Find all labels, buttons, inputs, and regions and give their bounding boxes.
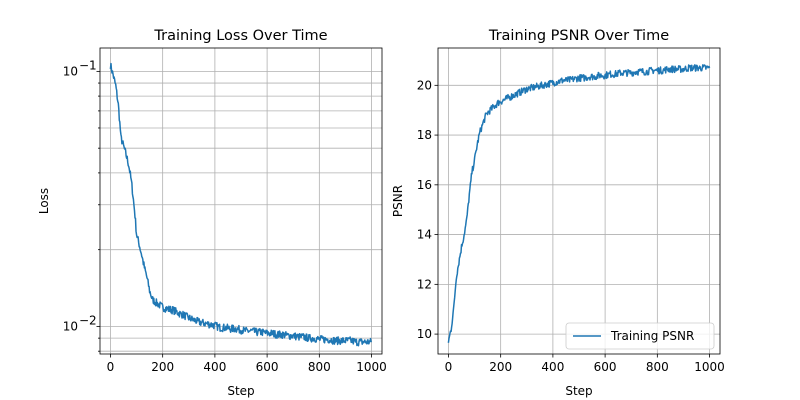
psnr-x-tick-label: 1000: [694, 360, 725, 374]
loss-series-line-0: [109, 62, 373, 347]
psnr-x-tick-label: 400: [541, 360, 564, 374]
loss-y-tick-label: 10: [63, 64, 78, 78]
psnr-x-tick-label: 800: [646, 360, 669, 374]
loss-x-tick-label: 1000: [356, 360, 387, 374]
psnr-subplot: 0 200 400 600 800 1000 10 12 14 16 18 20 Training P…: [391, 28, 725, 398]
psnr-legend: Training PSNR: [565, 322, 715, 350]
psnr-series-layer: [447, 64, 711, 343]
loss-y-tick-label: 10: [63, 319, 78, 333]
psnr-y-tick-label: 10: [417, 327, 432, 341]
psnr-x-tick-label: 200: [489, 360, 512, 374]
loss-series-layer: [109, 62, 373, 347]
psnr-y-tick-label: 20: [417, 78, 432, 92]
psnr-x-tick-label: 0: [445, 360, 453, 374]
loss-x-tick-label: 800: [308, 360, 331, 374]
psnr-y-tick-label: 18: [417, 128, 432, 142]
loss-y-tick-exponent: −1: [79, 58, 97, 72]
loss-x-axis-label: Step: [227, 384, 254, 398]
legend-label-training-psnr: Training PSNR: [610, 329, 694, 343]
psnr-y-axis-label: PSNR: [391, 185, 405, 217]
psnr-y-tick-label: 14: [417, 228, 432, 242]
psnr-y-tick-label: 12: [417, 277, 432, 291]
loss-grid: [100, 48, 382, 354]
legend-frame: [565, 322, 715, 350]
loss-x-tick-label: 200: [151, 360, 174, 374]
psnr-x-tick-label: 600: [594, 360, 617, 374]
psnr-ticks: 0 200 400 600 800 1000 10 12 14 16 18 20: [417, 78, 725, 374]
loss-x-tick-label: 0: [107, 360, 115, 374]
loss-plot-frame: [99, 47, 383, 355]
psnr-grid: [438, 48, 720, 354]
psnr-chart-title: Training PSNR Over Time: [488, 28, 669, 44]
loss-y-axis-label: Loss: [37, 188, 51, 214]
loss-x-tick-label: 600: [256, 360, 279, 374]
psnr-series-line-0: [447, 64, 711, 343]
loss-y-tick-exponent: −2: [79, 313, 97, 327]
loss-chart-title: Training Loss Over Time: [153, 28, 327, 44]
psnr-y-tick-label: 16: [417, 178, 432, 192]
psnr-plot-frame: [437, 47, 721, 355]
loss-x-tick-label: 400: [203, 360, 226, 374]
psnr-x-axis-label: Step: [565, 384, 592, 398]
